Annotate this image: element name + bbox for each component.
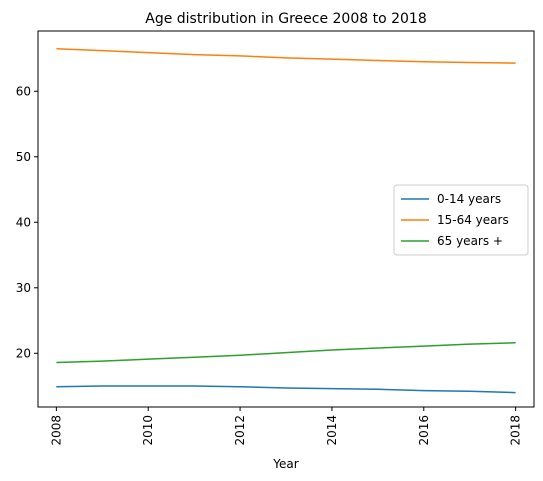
y-axis: 20 30 40 50 60	[16, 84, 38, 360]
x-tick-label: 2018	[509, 415, 523, 446]
legend-label: 0-14 years	[437, 192, 501, 206]
legend-label: 15-64 years	[437, 213, 509, 227]
legend: 0-14 years 15-64 years 65 years +	[393, 184, 529, 256]
y-tick-label: 50	[16, 150, 31, 164]
y-tick-label: 30	[16, 281, 31, 295]
series-line-0	[56, 385, 516, 394]
series-line-2	[56, 342, 516, 364]
x-tick-label: 2010	[141, 415, 155, 446]
chart-title: Age distribution in Greece 2008 to 2018	[145, 11, 426, 27]
x-axis-label: Year	[272, 457, 298, 471]
plot-area-frame	[37, 30, 535, 408]
y-tick-label: 60	[16, 84, 31, 98]
series-group	[56, 47, 516, 394]
legend-label: 65 years +	[437, 234, 503, 248]
x-tick-label: 2008	[49, 415, 63, 446]
x-axis: 2008 2010 2012 2014 2016 2018	[49, 407, 523, 446]
x-tick-label: 2016	[417, 415, 431, 446]
y-tick-label: 20	[16, 346, 31, 360]
x-tick-label: 2012	[233, 415, 247, 446]
x-tick-label: 2014	[325, 415, 339, 446]
series-line-1	[56, 47, 516, 64]
legend-frame	[393, 184, 529, 256]
y-tick-label: 40	[16, 215, 31, 229]
